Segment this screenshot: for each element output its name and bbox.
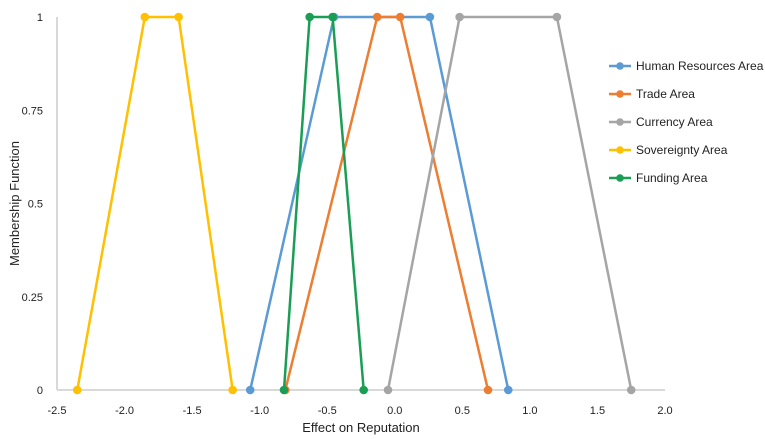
data-point-currency-area: [552, 12, 562, 22]
data-point-trade-area: [483, 385, 493, 395]
x-tick-label: 2.0: [657, 405, 672, 417]
x-tick-label: 0.0: [387, 405, 402, 417]
y-tick-label: 0.75: [22, 105, 43, 117]
legend-item: Sovereignty Area: [609, 143, 728, 157]
series-funding-area: [279, 12, 369, 395]
y-tick-label: 0.5: [28, 199, 43, 211]
series-line-currency-area: [386, 15, 633, 391]
legend-label: Sovereignty Area: [636, 143, 728, 157]
data-point-sovereignty-area: [228, 385, 237, 395]
data-point-human-resources-area: [503, 385, 513, 395]
legend-label: Currency Area: [636, 115, 713, 129]
series-currency-area: [383, 12, 636, 395]
y-tick-label: 0.25: [22, 292, 43, 304]
data-point-trade-area: [395, 12, 405, 22]
x-tick-label: -1.0: [250, 405, 269, 417]
x-tick-label: -2.0: [115, 405, 134, 417]
legend-item: Human Resources Area: [609, 59, 764, 73]
x-tick-label: 0.5: [455, 405, 470, 417]
data-point-human-resources-area: [245, 385, 255, 395]
series-sovereignty-area: [72, 12, 237, 395]
series-line-sovereignty-area: [76, 15, 234, 391]
x-tick-label: -0.5: [318, 405, 337, 417]
legend-item: Currency Area: [609, 115, 713, 129]
x-tick-label: -1.5: [183, 405, 202, 417]
y-tick-label: 1: [37, 12, 43, 24]
legend-label: Funding Area: [636, 171, 708, 185]
data-point-currency-area: [383, 385, 393, 395]
x-tick-label: -2.5: [48, 405, 67, 417]
series-line-trade-area: [284, 15, 490, 391]
legend-item: Funding Area: [609, 171, 708, 185]
legend-item: Trade Area: [609, 87, 695, 101]
legend-label: Human Resources Area: [636, 59, 764, 73]
y-tick-label: 0: [37, 385, 43, 397]
data-point-sovereignty-area: [174, 12, 183, 22]
legend-swatch-marker: [616, 174, 624, 182]
legend-swatch-marker: [616, 90, 624, 98]
data-point-sovereignty-area: [140, 12, 150, 22]
series-line-funding-area: [282, 15, 365, 391]
x-tick-label: 1.5: [590, 405, 605, 417]
data-point-funding-area: [359, 385, 369, 395]
legend-swatch-marker: [616, 146, 624, 154]
legend-swatch-marker: [616, 62, 624, 70]
axes-layer: -2.5 -2.0 -1.5 -1.0 -0.5 0.0 0.5 1.0 1.5 2.0 0 0.25…: [22, 12, 673, 417]
y-axis-title: Membership Function: [7, 141, 22, 266]
series-trade-area: [281, 12, 493, 395]
series-human-resources-area: [245, 12, 513, 395]
data-point-funding-area: [328, 12, 337, 22]
data-point-funding-area: [279, 385, 289, 395]
data-point-sovereignty-area: [72, 385, 82, 395]
data-point-currency-area: [626, 385, 636, 395]
x-axis-title: Effect on Reputation: [302, 420, 420, 435]
data-point-trade-area: [372, 12, 382, 22]
x-tick-label: 1.0: [522, 405, 537, 417]
legend-swatch-marker: [616, 118, 624, 126]
legend-label: Trade Area: [636, 87, 695, 101]
data-point-currency-area: [455, 12, 464, 22]
data-point-funding-area: [305, 12, 314, 22]
data-point-human-resources-area: [425, 12, 435, 22]
legend: Human Resources Area Trade Area Currency A…: [609, 59, 764, 185]
series-layer: [72, 12, 636, 395]
